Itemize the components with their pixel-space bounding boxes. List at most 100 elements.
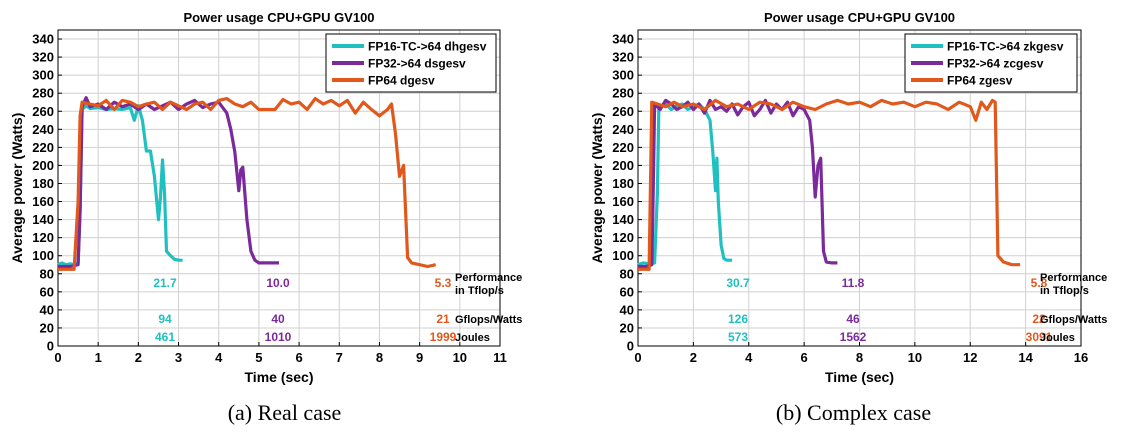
x-tick-label: 5	[255, 350, 262, 365]
y-axis-label: Average power (Watts)	[589, 113, 605, 264]
y-tick-label: 220	[32, 140, 54, 155]
y-tick-label: 140	[612, 212, 634, 227]
annotation-value: 1999	[430, 330, 457, 344]
x-tick-label: 10	[453, 350, 467, 365]
annotation-row-label: Gflops/Watts	[455, 314, 522, 326]
legend-entry: FP32->64 zcgesv	[947, 57, 1044, 71]
annotation-value: 22	[1032, 312, 1046, 326]
y-tick-label: 180	[612, 176, 634, 191]
x-tick-label: 16	[1074, 350, 1088, 365]
annotation-row-label: Joules	[1040, 332, 1075, 344]
annotation-value: 46	[846, 312, 860, 326]
y-tick-label: 120	[32, 230, 54, 245]
x-axis-label: Time (sec)	[245, 369, 314, 385]
y-tick-label: 280	[612, 86, 634, 101]
x-tick-label: 2	[690, 350, 697, 365]
chart-title: Power usage CPU+GPU GV100	[764, 10, 955, 25]
series-line-3	[58, 97, 437, 271]
chart-title: Power usage CPU+GPU GV100	[183, 10, 374, 25]
y-tick-label: 60	[40, 284, 54, 299]
x-tick-label: 11	[493, 350, 507, 365]
y-tick-label: 260	[612, 104, 634, 119]
x-tick-label: 6	[295, 350, 302, 365]
annotation-row-label: Joules	[455, 332, 490, 344]
y-tick-label: 0	[627, 339, 634, 354]
y-tick-label: 20	[40, 320, 54, 335]
y-tick-label: 200	[32, 158, 54, 173]
x-tick-label: 12	[963, 350, 977, 365]
annotation-value: 5.3	[435, 276, 452, 290]
annotation-row-label-line: in Tflop/s	[455, 285, 504, 297]
y-tick-label: 340	[32, 32, 54, 47]
x-tick-label: 9	[416, 350, 423, 365]
y-tick-label: 240	[32, 122, 54, 137]
series-line-2	[58, 96, 279, 269]
x-tick-label: 8	[856, 350, 863, 365]
annotation-row-label-line: Performance	[455, 272, 522, 284]
x-tick-label: 4	[745, 350, 753, 365]
annotation-value: 94	[158, 312, 172, 326]
y-tick-label: 320	[612, 50, 634, 65]
y-tick-label: 200	[612, 158, 634, 173]
legend-entry: FP16-TC->64 dhgesv	[368, 40, 487, 54]
annotation-row-label-line: Joules	[1040, 332, 1075, 344]
figure: 0 1 2 3 4 5 6 7 8 9 10 1102040608010012014016018020…	[9, 10, 1107, 385]
chart-panel-1: 0 1 2 3 4 5 6 7 8 9 10 1102040608010012014016018020…	[9, 10, 522, 385]
chart-panel-2: 0 2 4 6 8 10 12 14 16020406080100120140160180200…	[589, 10, 1107, 385]
y-tick-label: 160	[612, 194, 634, 209]
y-tick-label: 40	[40, 302, 54, 317]
x-tick-label: 6	[801, 350, 808, 365]
annotation-value: 11.8	[842, 276, 865, 290]
y-tick-label: 280	[32, 86, 54, 101]
y-tick-label: 100	[612, 248, 634, 263]
annotation-value: 1562	[840, 330, 867, 344]
x-tick-label: 10	[908, 350, 922, 365]
annotation-row-label-line: Gflops/Watts	[1040, 314, 1107, 326]
annotation-value: 10.0	[266, 276, 290, 290]
y-tick-label: 100	[32, 248, 54, 263]
annotation-value: 126	[728, 312, 748, 326]
x-tick-label: 0	[634, 350, 641, 365]
y-tick-label: 20	[620, 320, 634, 335]
y-tick-label: 320	[32, 50, 54, 65]
annotation-value: 461	[155, 330, 175, 344]
y-tick-label: 120	[612, 230, 634, 245]
x-tick-label: 7	[336, 350, 343, 365]
y-tick-label: 300	[32, 68, 54, 83]
x-tick-label: 2	[135, 350, 142, 365]
y-tick-label: 160	[32, 194, 54, 209]
x-tick-label: 0	[54, 350, 61, 365]
plot-frame	[57, 29, 501, 347]
x-axis-label: Time (sec)	[825, 369, 894, 385]
annotation-value: 21.7	[153, 276, 177, 290]
x-tick-label: 1	[95, 350, 102, 365]
legend-entry: FP64 zgesv	[947, 74, 1013, 88]
y-tick-label: 40	[620, 302, 634, 317]
annotation-value: 21	[436, 312, 450, 326]
annotation-row-label-line: Gflops/Watts	[455, 314, 522, 326]
annotation-row-label-line: in Tflop/s	[1040, 285, 1089, 297]
legend-entry: FP16-TC->64 zkgesv	[947, 40, 1064, 54]
y-tick-label: 300	[612, 68, 634, 83]
y-axis-label: Average power (Watts)	[9, 113, 25, 264]
y-tick-label: 340	[612, 32, 634, 47]
annotation-value: 573	[728, 330, 748, 344]
series-line-3	[638, 98, 1021, 271]
y-tick-label: 60	[620, 284, 634, 299]
caption-complex-case: (b) Complex case	[775, 400, 932, 425]
y-tick-label: 140	[32, 212, 54, 227]
caption-real-case: (a) Real case	[227, 400, 342, 425]
y-tick-label: 240	[612, 122, 634, 137]
y-tick-label: 220	[612, 140, 634, 155]
x-tick-label: 8	[376, 350, 383, 365]
legend-entry: FP32->64 dsgesv	[368, 57, 466, 71]
y-tick-label: 180	[32, 176, 54, 191]
annotation-row-label: Performance in Tflop/s	[455, 272, 522, 297]
x-tick-label: 14	[1018, 350, 1033, 365]
y-tick-label: 0	[47, 339, 54, 354]
y-tick-label: 260	[32, 104, 54, 119]
annotation-value: 40	[271, 312, 285, 326]
annotation-row-label-line: Joules	[455, 332, 490, 344]
annotation-value: 3091	[1026, 330, 1053, 344]
annotation-value: 1010	[265, 330, 292, 344]
